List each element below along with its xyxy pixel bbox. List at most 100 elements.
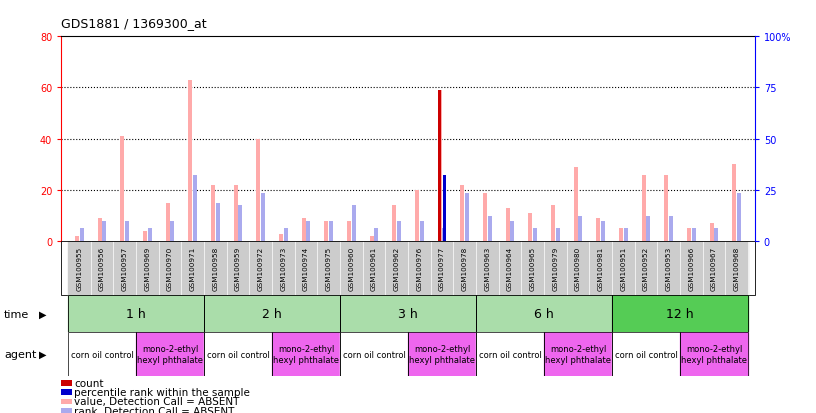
Bar — [680, 332, 748, 376]
Bar — [362, 242, 385, 295]
Bar — [181, 242, 204, 295]
Bar — [397, 221, 401, 242]
Text: GSM100965: GSM100965 — [530, 247, 535, 290]
Bar — [510, 221, 514, 242]
Bar — [227, 242, 250, 295]
Bar — [272, 332, 340, 376]
Bar — [669, 216, 673, 242]
Text: GSM100959: GSM100959 — [235, 247, 241, 290]
Bar — [408, 242, 431, 295]
Text: mono-2-ethyl
hexyl phthalate: mono-2-ethyl hexyl phthalate — [681, 344, 747, 364]
Bar — [601, 221, 605, 242]
Text: mono-2-ethyl
hexyl phthalate: mono-2-ethyl hexyl phthalate — [273, 344, 339, 364]
Text: GSM100975: GSM100975 — [326, 247, 331, 290]
Bar — [98, 218, 102, 242]
Bar — [392, 206, 397, 242]
Bar — [68, 332, 136, 376]
Bar — [612, 332, 680, 376]
Bar — [68, 332, 136, 376]
Bar — [347, 221, 351, 242]
Text: 2 h: 2 h — [262, 307, 282, 320]
Bar — [211, 185, 215, 242]
Text: GSM100979: GSM100979 — [552, 247, 558, 290]
Text: rank, Detection Call = ABSENT: rank, Detection Call = ABSENT — [74, 406, 235, 413]
Text: GDS1881 / 1369300_at: GDS1881 / 1369300_at — [61, 17, 206, 29]
Bar — [544, 332, 612, 376]
Bar — [596, 218, 601, 242]
Bar — [487, 216, 491, 242]
Bar — [204, 295, 340, 332]
Bar — [529, 214, 533, 242]
Bar — [476, 295, 612, 332]
Text: GSM100980: GSM100980 — [575, 247, 581, 290]
Bar — [261, 193, 265, 242]
Bar — [143, 231, 147, 242]
Bar — [714, 229, 718, 242]
Bar — [204, 295, 340, 332]
Bar — [476, 332, 544, 376]
Text: GSM100970: GSM100970 — [167, 247, 173, 290]
Bar — [476, 332, 544, 376]
Bar — [476, 242, 499, 295]
Bar — [454, 242, 476, 295]
Bar — [79, 229, 83, 242]
Bar — [419, 221, 424, 242]
Bar — [733, 165, 737, 242]
Text: GSM100953: GSM100953 — [666, 247, 672, 290]
Bar — [612, 332, 680, 376]
Bar — [710, 224, 714, 242]
Bar — [256, 140, 260, 242]
Bar — [737, 193, 741, 242]
Bar — [136, 332, 204, 376]
Bar — [102, 221, 106, 242]
Bar — [204, 332, 272, 376]
Bar — [533, 229, 537, 242]
Text: GSM100964: GSM100964 — [507, 247, 513, 290]
Bar — [499, 242, 521, 295]
Text: corn oil control: corn oil control — [614, 350, 677, 358]
Text: count: count — [74, 378, 104, 388]
Text: GSM100978: GSM100978 — [462, 247, 468, 290]
Bar — [521, 242, 544, 295]
Bar — [272, 332, 340, 376]
Bar — [215, 203, 220, 242]
Text: ▶: ▶ — [38, 309, 47, 319]
Bar — [658, 242, 680, 295]
Bar — [680, 332, 748, 376]
Bar — [635, 242, 658, 295]
Bar — [166, 203, 170, 242]
Text: percentile rank within the sample: percentile rank within the sample — [74, 387, 251, 397]
Text: 12 h: 12 h — [666, 307, 694, 320]
Bar — [431, 242, 454, 295]
Text: GSM100963: GSM100963 — [485, 247, 490, 290]
Bar — [551, 206, 555, 242]
Bar — [375, 229, 379, 242]
Text: mono-2-ethyl
hexyl phthalate: mono-2-ethyl hexyl phthalate — [409, 344, 475, 364]
Bar — [125, 221, 129, 242]
Bar — [566, 242, 589, 295]
Bar — [574, 168, 578, 242]
Text: GSM100971: GSM100971 — [189, 247, 196, 290]
Bar — [437, 91, 441, 242]
Text: GSM100958: GSM100958 — [212, 247, 219, 290]
Bar — [370, 237, 374, 242]
Bar — [680, 242, 703, 295]
Bar — [340, 332, 408, 376]
Bar — [623, 229, 628, 242]
Bar — [506, 209, 510, 242]
Bar — [68, 242, 91, 295]
Bar — [340, 295, 476, 332]
Text: 1 h: 1 h — [126, 307, 146, 320]
Text: GSM100969: GSM100969 — [144, 247, 150, 290]
Bar — [340, 332, 408, 376]
Text: GSM100974: GSM100974 — [303, 247, 309, 290]
Bar — [302, 218, 306, 242]
Bar — [272, 242, 295, 295]
Bar — [589, 242, 612, 295]
Text: GSM100957: GSM100957 — [122, 247, 127, 290]
Bar — [664, 175, 668, 242]
Bar — [443, 175, 446, 242]
Bar — [544, 242, 566, 295]
Bar — [329, 221, 333, 242]
Bar — [703, 242, 725, 295]
